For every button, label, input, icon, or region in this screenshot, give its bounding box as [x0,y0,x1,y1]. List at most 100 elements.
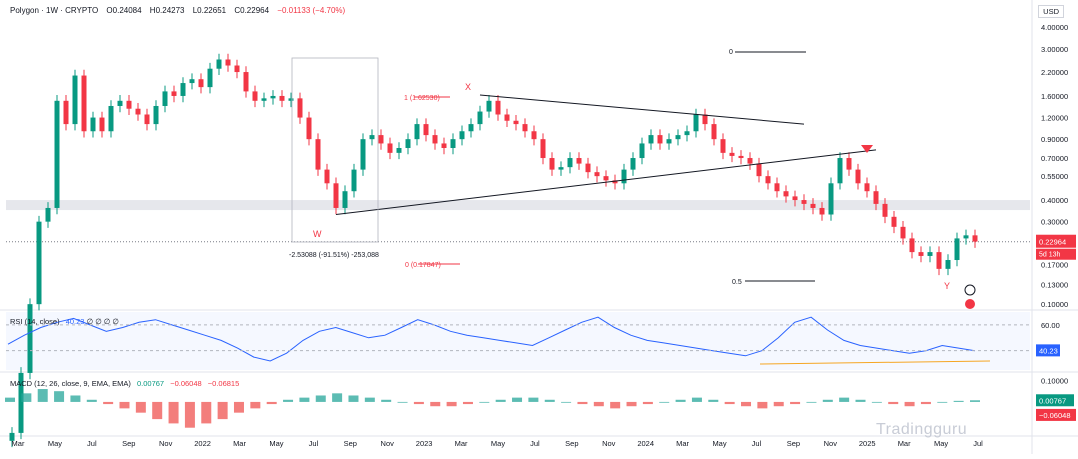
candle-body [360,139,366,170]
support-zone [6,200,1030,211]
rsi-legend[interactable]: RSI (14, close) 40.23 ∅ ∅ ∅ ∅ [10,317,119,326]
candle-body [45,207,51,222]
rsi-legend-value: 40.23 [65,317,85,326]
macd-value-label: 0.00767 [1039,396,1066,405]
close-value: C0.22964 [234,6,270,15]
annotation-2: Y [944,281,950,291]
candle-body [540,139,546,159]
currency-button[interactable]: USD [1038,5,1064,18]
annotation-4: 0 (0.17847) [405,262,441,269]
macd-histogram-bar [741,401,752,407]
annotation-0: W [313,229,322,239]
candle-body [72,75,78,125]
price-tick-label: 1.20000 [1041,114,1068,123]
candle-body [702,114,708,125]
measure-box [291,57,379,243]
price-tick-label: 0.10000 [1041,300,1068,309]
rsi-pane-bg [6,312,1030,370]
candle-body [594,172,600,177]
macd-histogram-bar [626,401,637,407]
candle-body [837,158,843,184]
macd-histogram-bar [413,401,424,405]
candle-body [9,432,15,441]
macd-legend[interactable]: MACD (12, 26, close, 9, EMA, EMA) 0.0076… [10,379,239,388]
macd-histogram-bar [54,391,65,402]
macd-histogram-bar [495,399,506,402]
candle-body [810,203,816,208]
time-tick-label: Mar [676,439,689,448]
candle-body [657,135,663,144]
time-tick-label: Nov [159,439,173,448]
candle-body [873,191,879,204]
rsi-divergence-line [759,360,991,365]
time-tick-label: Jul [309,439,319,448]
macd-histogram-bar [790,401,801,405]
candle-body [648,135,654,144]
candle-body [432,135,438,144]
macd-value-1: 0.00767 [136,379,165,388]
price-tick-label: 0.13000 [1041,280,1068,289]
candle-body [909,238,915,253]
macd-histogram-bar [348,395,359,402]
macd-histogram-bar [512,397,523,402]
candle-body [639,143,645,159]
macd-histogram-bar [953,400,964,402]
symbol-label[interactable]: Polygon · 1W · CRYPTO [10,6,99,15]
time-tick-label: Sep [344,439,357,448]
macd-histogram-bar [250,401,261,409]
macd-histogram-bar [610,401,621,409]
rsi-label: RSI (14, close) [10,317,60,326]
price-tick-label: 4.00000 [1041,23,1068,32]
macd-histogram-bar [168,401,179,424]
candle-body [927,252,933,256]
candle-body [801,200,807,204]
candle-body [369,135,375,140]
candle-body [207,68,213,88]
candle-body [126,100,132,109]
candle-body [81,75,87,132]
current-price-label: 0.22964 [1039,238,1066,247]
rsi-placeholders: ∅ ∅ ∅ ∅ [86,317,119,326]
annotation-6: 0.5 [732,279,742,286]
macd-histogram-bar [773,401,784,407]
candle-body [666,139,672,144]
candle-body [99,117,105,132]
candle-body [288,98,294,101]
time-tick-label: May [712,439,726,448]
candle-body [603,176,609,181]
signal-value-tag [1036,408,1076,421]
macd-histogram-bar [21,393,32,402]
candle-body [972,235,978,242]
candle-body [513,120,519,125]
macd-histogram-bar [283,399,294,402]
candle-body [90,117,96,132]
candle-body [405,139,411,149]
candle-body [522,124,528,132]
candle-body [855,169,861,184]
time-tick-label: May [269,439,283,448]
price-tick-label: 0.90000 [1041,135,1068,144]
time-tick-label: Sep [787,439,800,448]
macd-histogram-bar [86,399,97,402]
macd-histogram-bar [871,401,882,403]
macd-histogram-bar [397,401,408,403]
macd-histogram-bar [691,397,702,402]
candle-body [333,183,339,208]
macd-histogram-bar [332,393,343,402]
candle-body [135,108,141,115]
macd-histogram-bar [708,399,719,402]
candle-body [549,158,555,170]
macd-label: MACD (12, 26, close, 9, EMA, EMA) [10,379,131,388]
macd-histogram-bar [430,401,441,407]
macd-histogram-bar [70,395,81,402]
candle-body [747,158,753,164]
macd-histogram-bar [119,401,130,409]
macd-histogram-bar [544,399,555,402]
macd-histogram-bar [855,399,866,402]
candle-body [189,79,195,84]
macd-histogram-bar [152,401,163,420]
candle-body [261,98,267,101]
macd-histogram-bar [103,401,114,405]
macd-histogram-bar [299,397,310,402]
price-tick-label: 2.20000 [1041,68,1068,77]
